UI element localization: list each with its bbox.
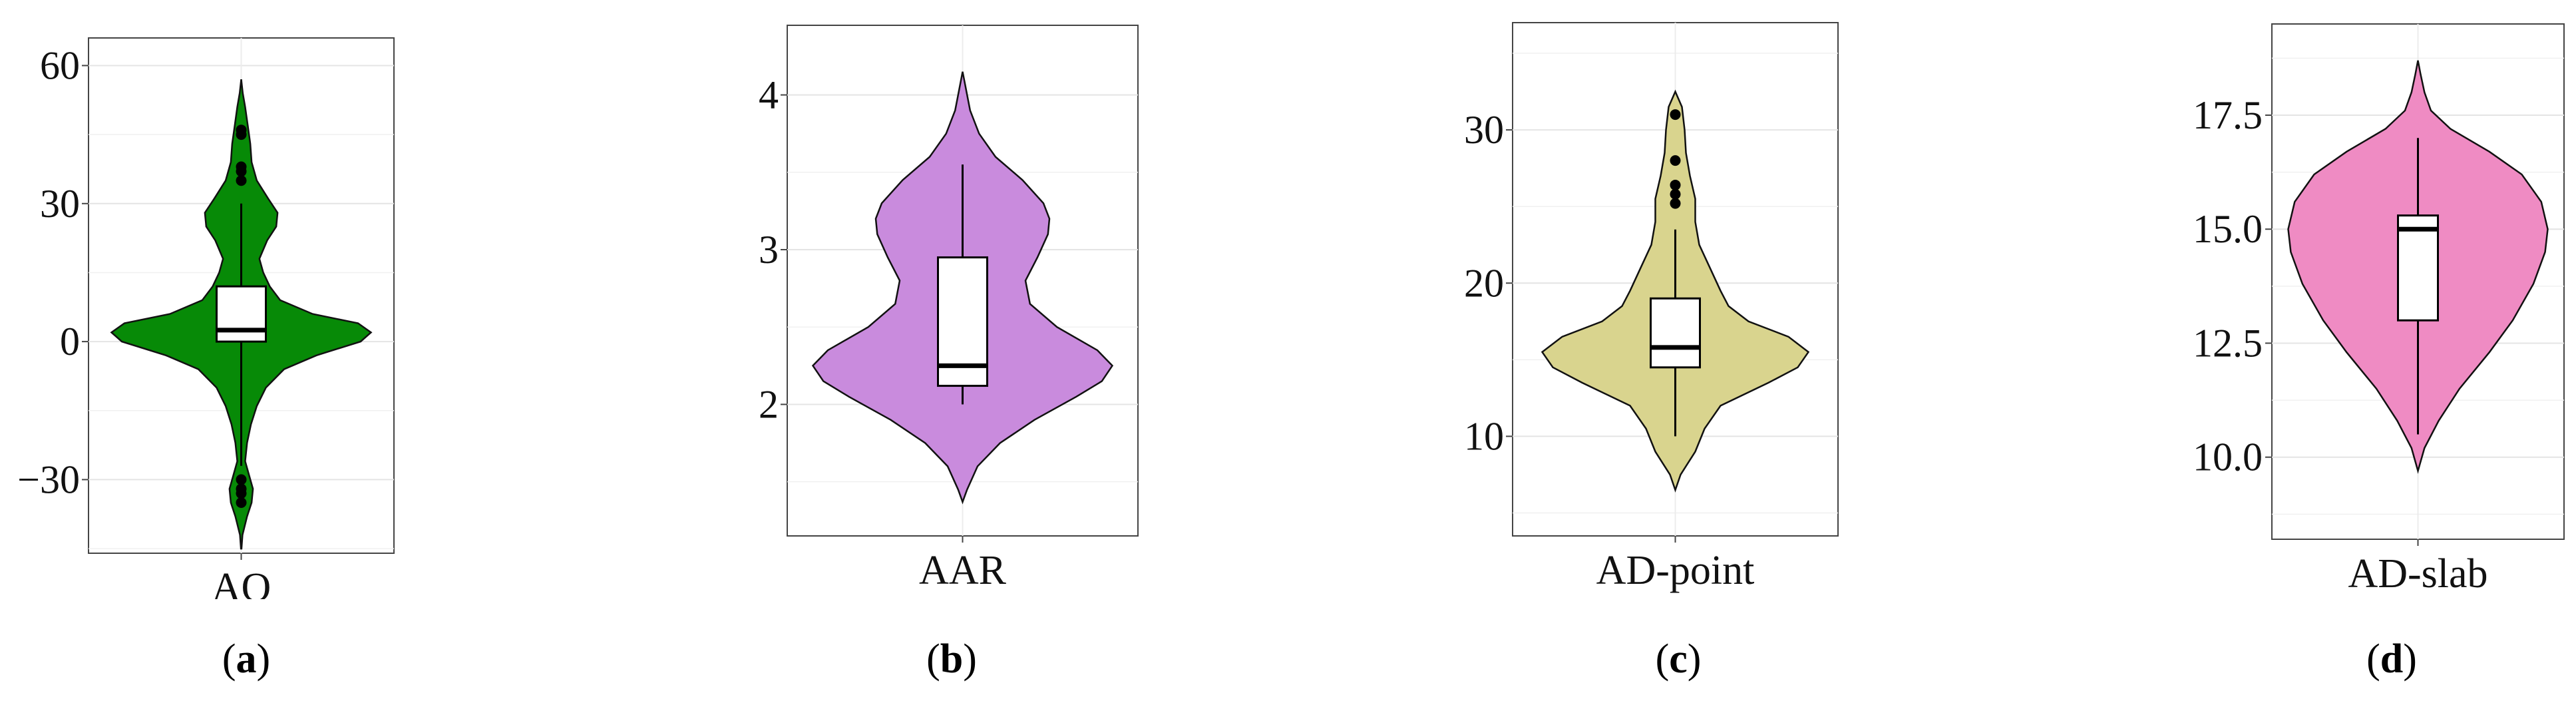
violin-chart-aar: 2 3 4 AAR [759, 25, 1139, 593]
x-category-label: AAR [919, 548, 1007, 593]
y-tick-label: 60 [40, 43, 80, 87]
outlier-point [1670, 109, 1681, 120]
y-tick-label: 3 [759, 228, 779, 272]
outlier-point [236, 488, 247, 499]
y-tick-label: 17.5 [2193, 93, 2263, 137]
y-tick-label: 30 [1464, 108, 1504, 152]
x-category-label: AO [212, 565, 272, 599]
iqr-box [1650, 297, 1701, 369]
violin-panel-b: 2 3 4 AAR [665, 0, 1145, 599]
caption-b: (b) [926, 636, 977, 682]
outlier-point [236, 161, 247, 172]
x-category-label: AD-slab [2348, 551, 2487, 596]
y-tick-label: 15.0 [2193, 207, 2263, 251]
outlier-point [236, 474, 247, 485]
outlier-point [236, 497, 247, 508]
y-tick-label: −30 [17, 457, 80, 501]
violin-chart-ad-point: 10 20 30 AD-point [1464, 22, 1839, 593]
y-tick-label: 12.5 [2193, 321, 2263, 365]
caption-d: (d) [2366, 636, 2417, 682]
y-tick-label: 10 [1464, 414, 1504, 458]
y-tick-label: 0 [60, 320, 80, 363]
caption-c: (c) [1655, 636, 1702, 682]
outlier-point [1670, 198, 1681, 209]
y-tick-label: 10.0 [2193, 435, 2263, 479]
iqr-box [2397, 214, 2439, 322]
y-tick-label: 2 [759, 382, 779, 426]
outlier-point [1670, 179, 1681, 190]
violin-panel-c: 10 20 30 AD-point [1364, 0, 1843, 599]
violin-panel-d: 10.0 12.5 15.0 17.5 AD-slab [2076, 0, 2569, 599]
outlier-point [1670, 155, 1681, 166]
outlier-point [236, 124, 247, 136]
caption-a: (a) [222, 636, 271, 682]
x-category-label: AD-point [1596, 548, 1755, 593]
violin-panel-a: −30 0 30 60 AO [0, 0, 466, 599]
outlier-point [1670, 188, 1681, 200]
y-tick-label: 20 [1464, 261, 1504, 305]
y-tick-label: 30 [40, 182, 80, 226]
outlier-point [236, 175, 247, 186]
y-tick-label: 4 [759, 73, 779, 117]
violin-chart-ao: −30 0 30 60 AO [17, 37, 395, 599]
iqr-box [216, 285, 267, 343]
violin-chart-ad-slab: 10.0 12.5 15.0 17.5 AD-slab [2193, 23, 2565, 596]
